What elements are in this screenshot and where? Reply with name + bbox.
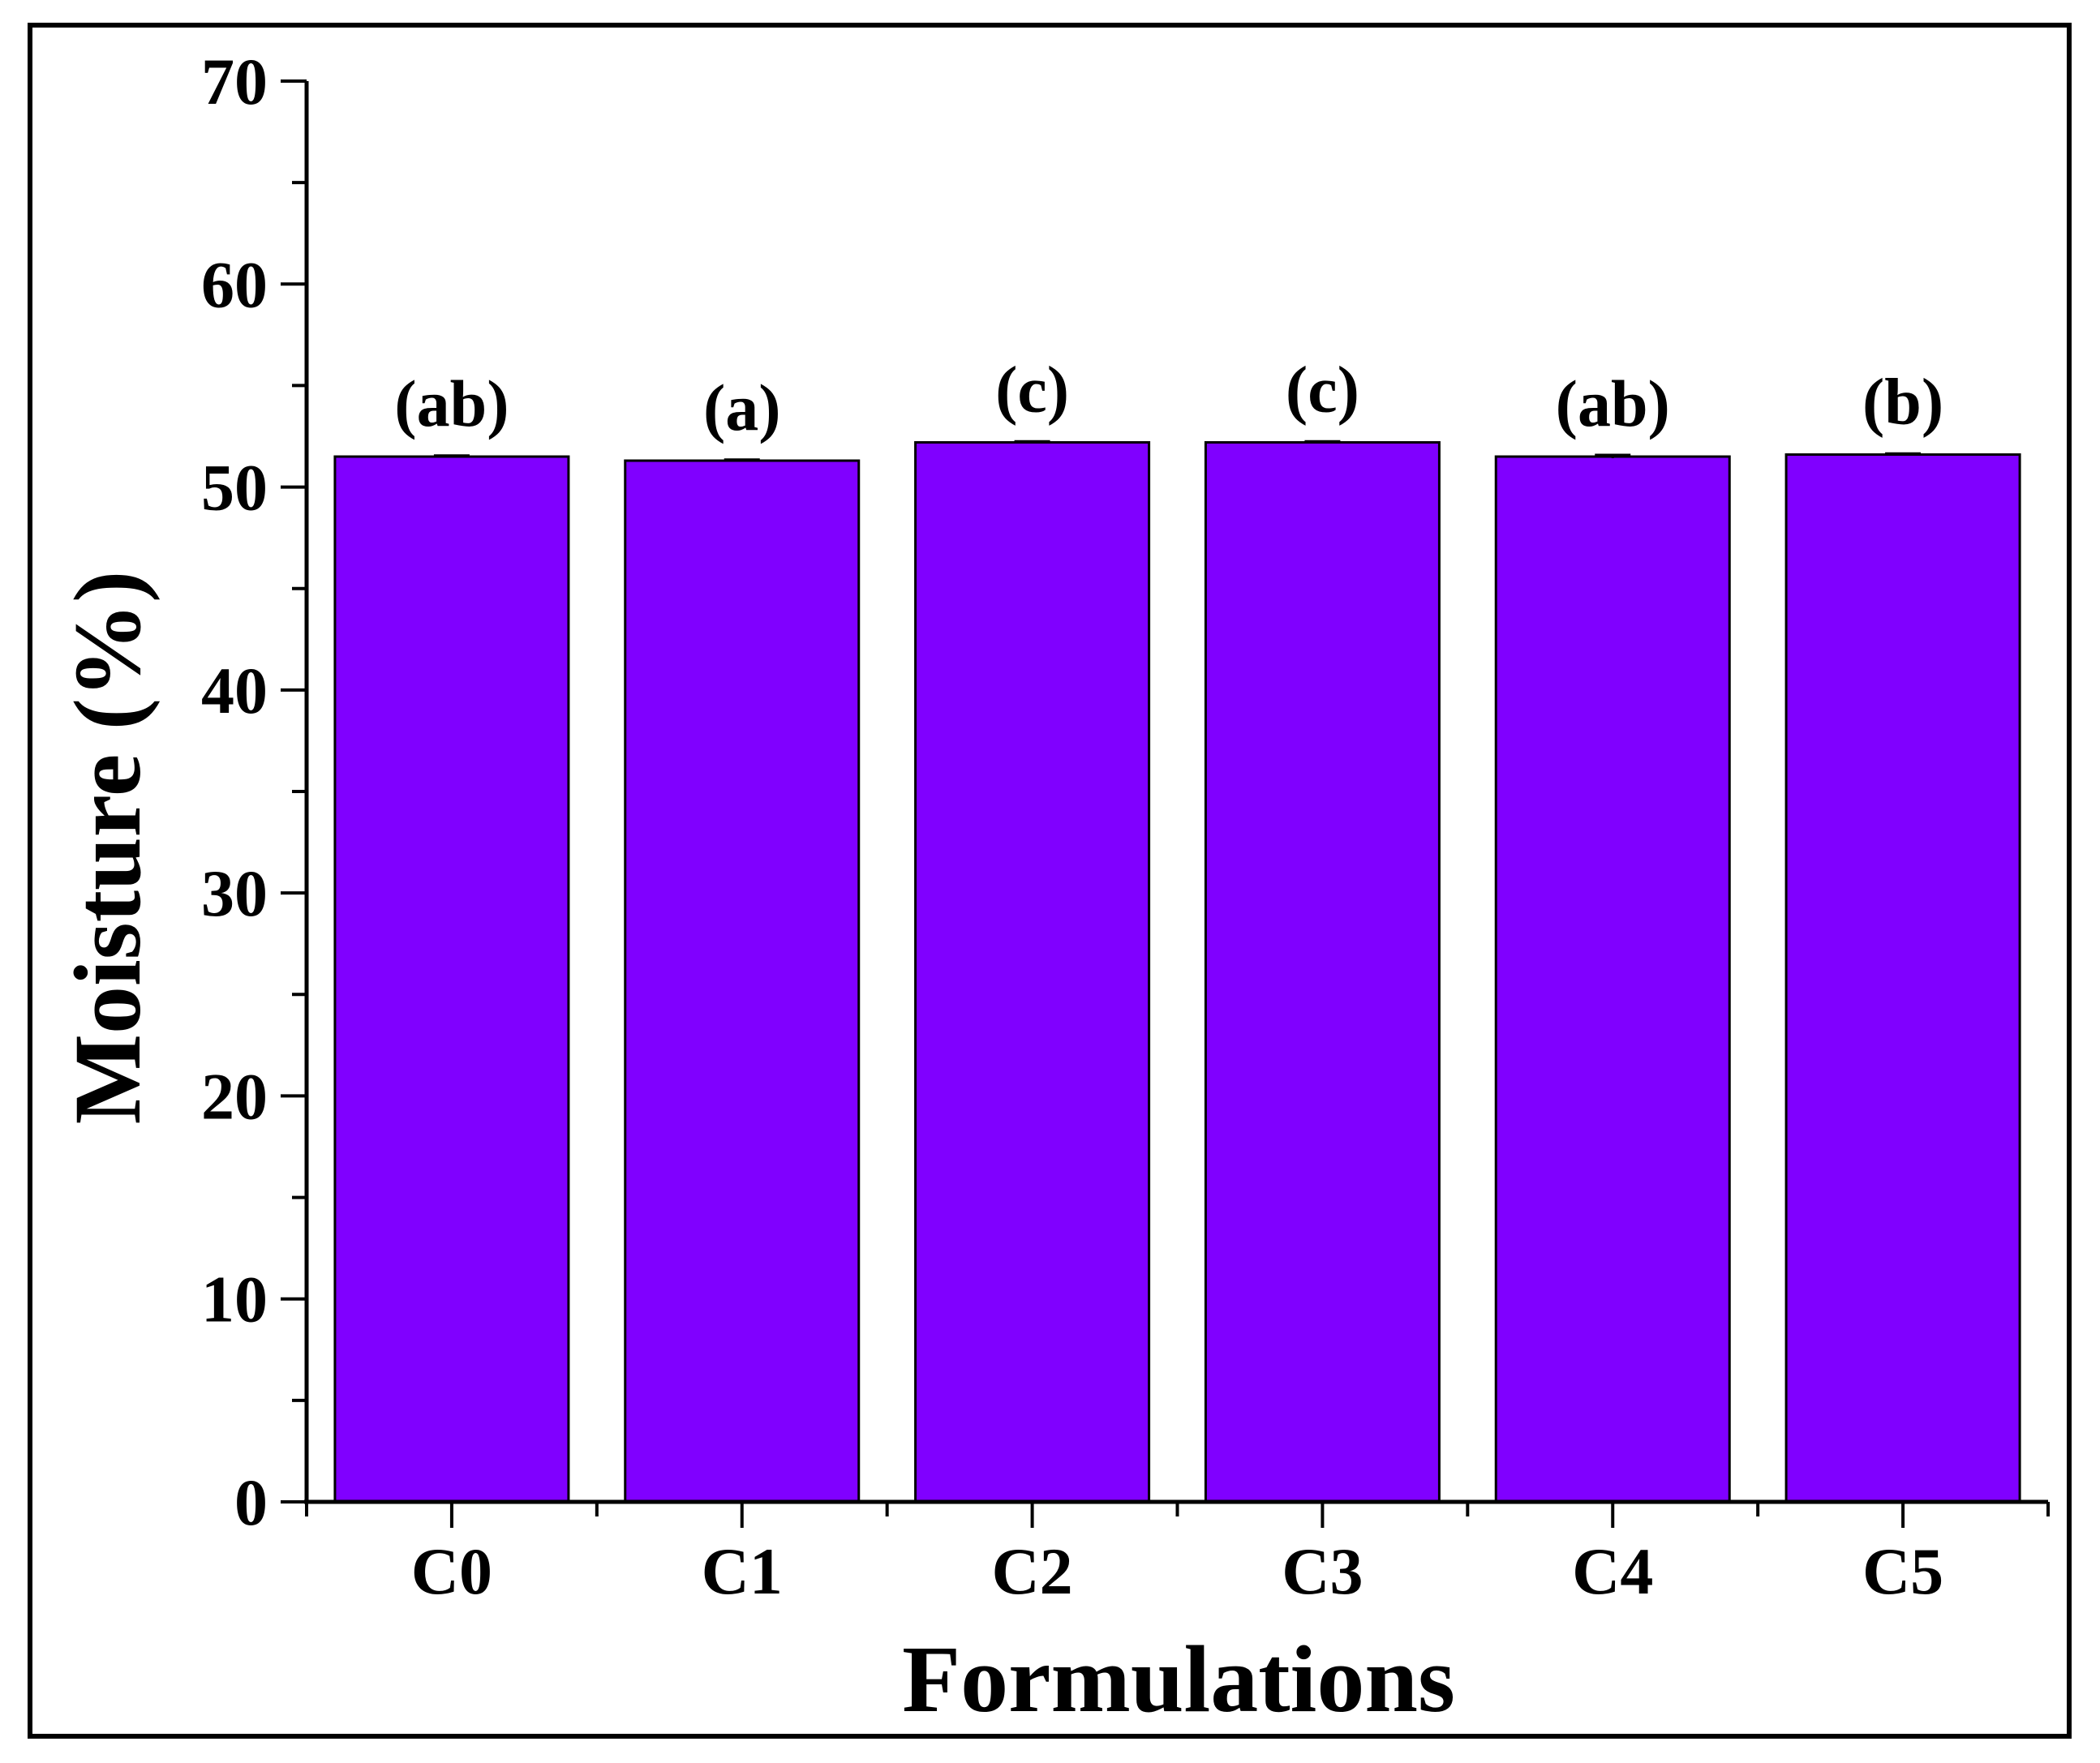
y-tick-label: 0 [234,1465,268,1539]
significance-label-C0: (ab) [394,367,509,440]
x-tick-label-C4: C4 [1572,1534,1653,1608]
y-tick-label: 40 [201,654,268,727]
axes-layer [281,79,2050,1528]
y-tick-label: 70 [201,45,268,118]
bar-C2 [914,441,1151,1503]
labels-layer: (ab) C0 (a) C1 (c) C2 (c) C3 (ab) C4 (b) C5 0 10 20 30 4… [201,45,1943,1608]
significance-label-C3: (c) [1286,353,1359,427]
y-axis-title: Moisture (%) [54,571,161,1125]
bar-C3 [1204,441,1441,1503]
x-tick-label-C1: C1 [702,1534,783,1608]
y-tick-label: 60 [201,247,268,321]
bar-C5 [1784,453,2021,1503]
significance-label-C4: (ab) [1556,367,1670,440]
bar-C1 [624,459,861,1503]
x-tick-label-C3: C3 [1282,1534,1363,1608]
x-tick-label-C2: C2 [991,1534,1072,1608]
y-tick-label: 30 [201,856,268,930]
significance-label-C1: (a) [703,371,781,444]
y-tick-label: 10 [201,1263,268,1336]
y-tick-label: 20 [201,1059,268,1133]
y-tick-label: 50 [201,451,268,525]
significance-label-C2: (c) [995,353,1069,427]
x-axis-title: Formulations [902,1626,1455,1732]
x-tick-label-C0: C0 [411,1534,492,1608]
significance-label-C5: (b) [1862,365,1943,439]
bars-layer [333,440,2021,1503]
x-tick-label-C5: C5 [1862,1534,1943,1608]
bar-C0 [333,455,570,1503]
bar-C4 [1494,455,1731,1503]
